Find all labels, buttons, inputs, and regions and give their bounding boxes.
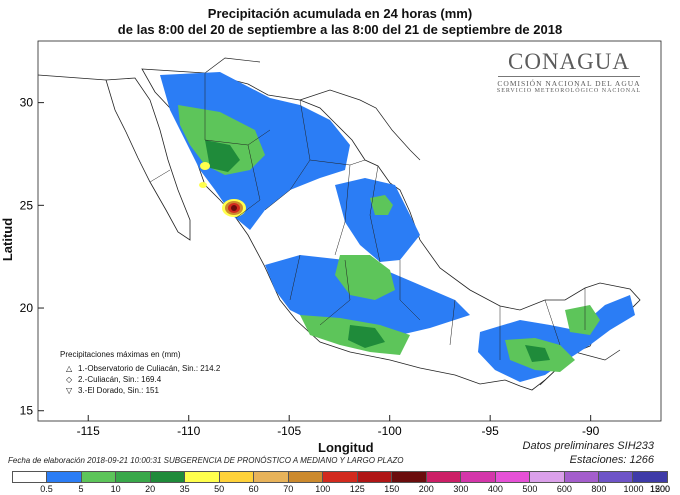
color-swatch [357, 471, 393, 483]
diamond-icon: ◇ [66, 375, 73, 384]
map-subtitle: de las 8:00 del 20 de septiembre a las 8… [117, 22, 563, 37]
x-axis-ticks: -115 -110 -105 -100 -95 -90 [77, 415, 600, 438]
color-scale-label: 1200 [649, 484, 671, 494]
color-swatch [12, 471, 48, 483]
map-border [37, 40, 662, 422]
y-tick-label: 30 [20, 96, 34, 110]
color-swatch [254, 471, 289, 483]
color-scale-label: 400 [487, 484, 503, 494]
triangle-up-icon: △ [66, 364, 73, 373]
y-tick-label: 25 [20, 198, 34, 212]
maxima-item-text: 2.-Culiacán, Sin.: 169.4 [78, 375, 162, 384]
color-swatch [150, 471, 186, 483]
color-scale-label: 0.5 [40, 484, 53, 494]
stations-count: Estaciones: 1266 [569, 454, 654, 466]
color-scale-label: 500 [522, 484, 538, 494]
x-tick-label: -95 [482, 424, 500, 438]
rain-areas-green [178, 105, 600, 372]
color-scale-label: 1500 [649, 484, 671, 494]
color-swatch [47, 471, 82, 483]
color-swatch [426, 471, 462, 483]
color-swatch [288, 471, 324, 483]
color-scale-label: 150 [384, 484, 400, 494]
logo-rule [498, 76, 640, 77]
color-swatch [323, 471, 358, 483]
color-swatch [461, 471, 496, 483]
triangle-down-icon: ▽ [66, 386, 73, 395]
elaboration-footnote: Fecha de elaboración 2018-09-21 10:00:31… [8, 456, 404, 465]
x-tick-label: -105 [277, 424, 301, 438]
color-scale [12, 471, 668, 485]
maxima-legend: Precipitaciones máximas en (mm) △ 1.-Obse… [60, 350, 220, 396]
maxima-item: △ 1.-Observatorio de Culiacán, Sin.: 214.… [66, 363, 220, 374]
y-axis-label: Latitud [0, 217, 16, 262]
color-scale-label: 1000 [623, 484, 644, 494]
preliminary-data-note: Datos preliminares SIH233 [522, 440, 654, 452]
maxima-item: ◇ 2.-Culiacán, Sin.: 169.4 [66, 374, 220, 385]
logo-subtitle: COMISIÓN NACIONAL DEL AGUA [497, 79, 641, 88]
color-swatch [392, 471, 427, 483]
precipitation-map: -115 -110 -105 -100 -95 -90 30 25 20 15 [20, 40, 662, 438]
y-tick-label: 15 [20, 404, 34, 418]
logo-subtitle-2: SERVICIO METEOROLÓGICO NACIONAL [496, 88, 642, 94]
color-swatch [495, 471, 531, 483]
logo-word: CONAGUA [508, 49, 630, 74]
y-axis-ticks: 30 25 20 15 [20, 96, 44, 418]
color-swatch [564, 471, 599, 483]
state-boundaries [149, 73, 586, 360]
color-scale-label: 200 [418, 484, 434, 494]
color-swatch [116, 471, 151, 483]
usa-border [38, 57, 621, 386]
x-tick-label: -90 [582, 424, 600, 438]
maxima-item-text: 1.-Observatorio de Culiacán, Sin.: 214.2 [78, 364, 221, 373]
color-scale-label: 10 [110, 484, 121, 494]
color-swatch [633, 471, 668, 483]
color-scale-label: 20 [145, 484, 156, 494]
color-scale-label: 50 [214, 484, 225, 494]
maxima-item-text: 3.-El Dorado, Sin.: 151 [78, 386, 159, 395]
color-scale-label: 125 [349, 484, 365, 494]
color-scale-label: 60 [248, 484, 259, 494]
conagua-logo: CONAGUA COMISIÓN NACIONAL DEL AGUA SERVI… [494, 49, 644, 95]
y-tick-label: 20 [20, 301, 34, 315]
color-scale-label: 100 [315, 484, 331, 494]
color-scale-label: 70 [283, 484, 294, 494]
x-tick-label: -100 [378, 424, 402, 438]
map-layers [38, 57, 641, 391]
x-tick-label: -110 [177, 424, 200, 438]
maxima-heading: Precipitaciones máximas en (mm) [60, 350, 181, 359]
map-title: Precipitación acumulada en 24 horas (mm) [207, 6, 473, 21]
color-scale-label: 600 [556, 484, 572, 494]
color-scale-label: 300 [453, 484, 469, 494]
color-swatch [81, 471, 117, 483]
color-swatch [219, 471, 255, 483]
x-axis-label: Longitud [318, 440, 374, 455]
color-scale-labels: 0.5 5 10 20 35 50 60 70 100 125 150 200 300 400 500 600… [12, 484, 671, 495]
color-scale-label: 800 [591, 484, 607, 494]
rain-areas-darkgreen [205, 140, 550, 362]
color-scale-label: 35 [179, 484, 190, 494]
color-swatch [598, 471, 634, 483]
color-swatch [185, 471, 220, 483]
baja-california [105, 77, 191, 241]
maxima-item: ▽ 3.-El Dorado, Sin.: 151 [66, 385, 220, 396]
color-scale-label: 5 [78, 484, 84, 494]
x-tick-label: -115 [77, 424, 100, 438]
color-swatch [530, 471, 565, 483]
rain-core-culiacan [199, 162, 246, 217]
